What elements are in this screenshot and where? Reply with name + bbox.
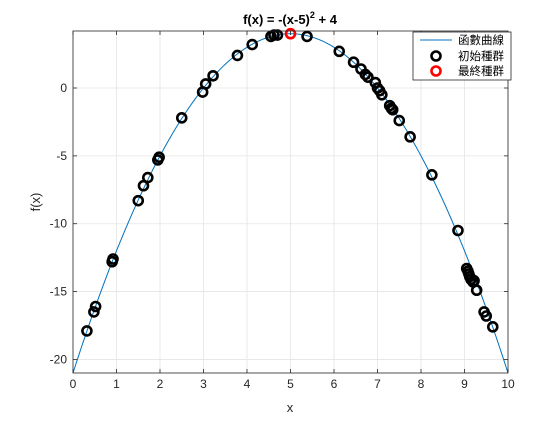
x-axis-label: x — [287, 400, 294, 415]
x-tick-label: 5 — [287, 377, 294, 391]
chart-title-suffix: + 4 — [315, 12, 338, 27]
x-tick-label: 7 — [374, 377, 381, 391]
x-tick-label: 10 — [501, 377, 515, 391]
y-tick-label: -10 — [50, 217, 68, 231]
x-tick-label: 1 — [113, 377, 120, 391]
x-tick-label: 9 — [461, 377, 468, 391]
x-tick-label: 2 — [157, 377, 164, 391]
legend-label-initial: 初始種群 — [458, 49, 504, 63]
y-tick-label: -15 — [50, 285, 68, 299]
legend-label-final: 最終種群 — [458, 64, 504, 78]
y-tick-label: -5 — [56, 149, 67, 163]
y-axis-label: f(x) — [28, 193, 43, 212]
chart-title-main: f(x) = -(x-5) — [243, 12, 310, 27]
x-tick-label: 6 — [331, 377, 338, 391]
y-tick-label: 0 — [60, 81, 67, 95]
x-tick-label: 0 — [70, 377, 77, 391]
x-tick-label: 8 — [418, 377, 425, 391]
x-tick-label: 3 — [200, 377, 207, 391]
chart-title: f(x) = -(x-5)2 + 4 — [243, 10, 338, 27]
y-tick-label: -20 — [50, 352, 68, 366]
legend: 函數曲線 初始種群 最終種群 — [413, 32, 511, 80]
legend-label-curve: 函數曲線 — [458, 33, 504, 47]
x-tick-label: 4 — [244, 377, 251, 391]
